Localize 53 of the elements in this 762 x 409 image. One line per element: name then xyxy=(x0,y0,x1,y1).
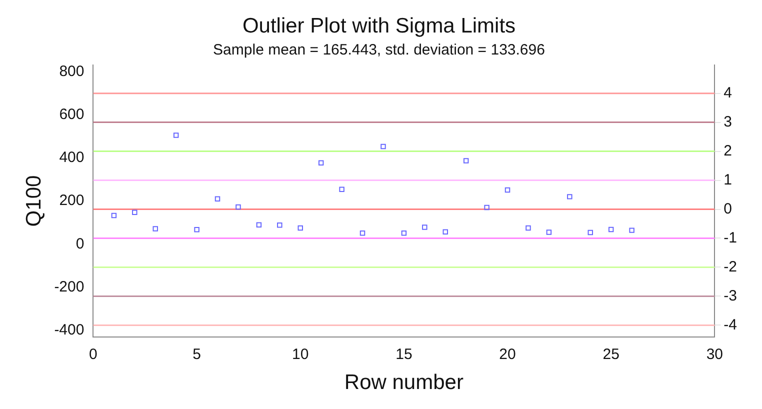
point xyxy=(608,226,614,232)
point xyxy=(111,212,117,218)
point xyxy=(442,229,448,234)
y-tick-label: -200 xyxy=(54,278,84,296)
point xyxy=(298,225,303,231)
x-tick-label: 5 xyxy=(192,346,201,363)
point xyxy=(567,194,572,200)
y2-tick-label: 1 xyxy=(724,171,732,188)
point xyxy=(463,158,469,164)
point xyxy=(588,230,593,236)
y2-tick-label: -1 xyxy=(724,229,738,246)
point xyxy=(360,230,366,236)
y-tick-label: 200 xyxy=(59,192,84,210)
point xyxy=(277,222,282,228)
point xyxy=(173,132,179,138)
y2-tick-label: 4 xyxy=(724,84,732,102)
point xyxy=(194,227,200,232)
point xyxy=(132,210,138,216)
point xyxy=(236,204,241,210)
y-tick-label: -400 xyxy=(54,321,84,338)
point xyxy=(526,225,531,231)
y-tick-label: 0 xyxy=(76,235,84,252)
chart-title: Outlier Plot with Sigma Limits xyxy=(242,14,516,38)
x-tick-label: 0 xyxy=(89,346,98,363)
point xyxy=(256,222,262,228)
point xyxy=(380,144,386,150)
y2-tick-label: -3 xyxy=(724,287,738,304)
y2-tick-label: 2 xyxy=(724,142,732,160)
y-axis-title: Q100 xyxy=(22,175,46,227)
point xyxy=(401,230,407,236)
point xyxy=(152,226,158,232)
x-tick-label: 15 xyxy=(396,346,412,363)
y-tick-label: 400 xyxy=(59,149,84,166)
x-tick-label: 25 xyxy=(602,346,620,363)
point xyxy=(318,160,324,166)
x-tick-label: 20 xyxy=(499,346,516,363)
y-tick-label: 600 xyxy=(59,106,84,123)
point xyxy=(504,187,510,193)
y2-tick-label: 0 xyxy=(724,200,732,218)
y2-tick-label: 3 xyxy=(724,113,732,130)
x-tick-label: 30 xyxy=(706,346,724,363)
x-axis-title: Row number xyxy=(344,371,464,394)
x-tick-label: 10 xyxy=(292,346,309,363)
y2-tick-label: -4 xyxy=(724,316,738,334)
point xyxy=(422,224,428,230)
point xyxy=(546,230,552,235)
point xyxy=(484,204,490,210)
point xyxy=(214,196,220,202)
chart-subtitle: Sample mean = 165.443, std. deviation = 133.696 xyxy=(213,41,545,58)
y2-tick-label: -2 xyxy=(724,258,738,276)
point xyxy=(629,228,634,233)
y-tick-label: 800 xyxy=(59,62,84,80)
point xyxy=(339,186,344,192)
